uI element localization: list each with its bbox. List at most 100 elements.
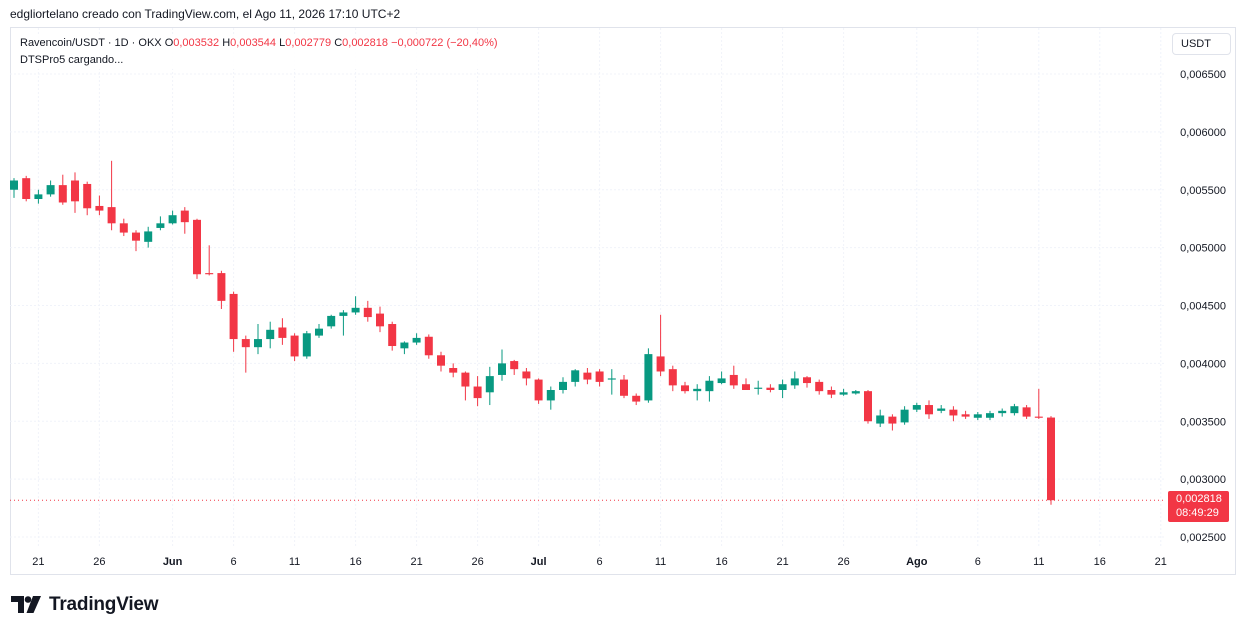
candle <box>363 300 372 322</box>
candle-body <box>132 232 140 241</box>
candle-body <box>925 405 933 415</box>
time-tick-label: 21 <box>32 556 44 568</box>
countdown-timer: 08:49:29 <box>1176 507 1219 519</box>
candle-body <box>302 333 311 357</box>
candle-body <box>217 273 226 301</box>
price-tick-label: 0,005500 <box>1180 185 1226 197</box>
candle-body <box>510 361 519 370</box>
currency-button[interactable]: USDT <box>1172 33 1231 55</box>
symbol-label[interactable]: Ravencoin/USDT · 1D · OKX <box>20 37 162 49</box>
candle <box>766 384 775 393</box>
candle-body <box>473 386 482 399</box>
price-tick-label: 0,003000 <box>1180 474 1226 486</box>
candle-body <box>827 389 836 395</box>
candle-body <box>363 307 372 318</box>
candle-body <box>754 387 763 389</box>
time-tick-label: 21 <box>410 556 422 568</box>
time-tick-label: 21 <box>776 556 788 568</box>
candle-body <box>839 392 848 395</box>
candle <box>583 368 592 385</box>
time-tick-label: 26 <box>93 556 105 568</box>
candle <box>900 406 909 425</box>
chart-caption: edgliortelano creado con TradingView.com… <box>10 7 401 21</box>
low-value: 0,002779 <box>285 37 332 49</box>
candle-body <box>656 356 665 372</box>
candle-body <box>559 381 567 390</box>
candle <box>71 172 79 213</box>
candle-body <box>681 385 689 392</box>
candles <box>10 160 1055 505</box>
candle <box>912 402 921 412</box>
candle-body <box>107 207 116 224</box>
change-value: −0,000722 (−20,40%) <box>391 37 498 49</box>
chart-frame[interactable] <box>10 27 1236 575</box>
candle-body <box>986 413 994 418</box>
high-value: 0,003544 <box>230 37 277 49</box>
candle-body <box>876 415 885 424</box>
candle-body <box>95 205 104 211</box>
candle <box>437 351 445 372</box>
candle <box>193 218 201 279</box>
candle-body <box>71 180 79 202</box>
candle-body <box>705 380 714 392</box>
candle <box>632 393 641 406</box>
candle <box>681 381 689 394</box>
price-tick-label: 0,004000 <box>1180 358 1226 370</box>
candle <box>949 406 958 422</box>
candle <box>973 411 982 421</box>
candle-body <box>534 379 543 401</box>
candle-body <box>412 337 421 343</box>
candle-body <box>498 363 506 375</box>
last-price-tag: 0,002818 08:49:29 <box>1168 491 1229 522</box>
candle <box>815 379 824 395</box>
candle-body <box>449 368 458 373</box>
legend: Ravencoin/USDT · 1D · OKX O0,003532 H0,0… <box>18 35 500 69</box>
candle-body <box>315 328 323 336</box>
candle-body <box>327 315 336 327</box>
candle-body <box>351 307 360 313</box>
candle-body <box>607 378 616 380</box>
candle <box>119 218 128 237</box>
candle <box>229 291 238 352</box>
candle <box>888 414 897 431</box>
candle <box>864 389 872 424</box>
candle-body <box>254 339 262 348</box>
time-tick-label: 11 <box>289 556 300 568</box>
candle <box>22 175 31 202</box>
candle-body <box>180 210 189 223</box>
indicator-status[interactable]: DTSPro5 cargando... <box>20 54 124 66</box>
time-tick-label: 16 <box>715 556 727 568</box>
candle <box>290 333 299 362</box>
candle <box>1022 405 1031 419</box>
candle <box>351 296 360 315</box>
candle <box>754 380 763 395</box>
price-tick-label: 0,006500 <box>1180 69 1226 81</box>
candle <box>473 376 482 407</box>
candle <box>180 207 189 234</box>
candle-body <box>461 372 470 387</box>
candle <box>144 226 153 248</box>
candle <box>510 359 519 375</box>
candle-body <box>34 194 43 200</box>
candle-body <box>864 391 872 422</box>
candle <box>327 314 336 329</box>
time-tick-label: Jun <box>163 556 183 568</box>
price-tick-label: 0,002500 <box>1180 532 1226 544</box>
tradingview-logo[interactable]: TradingView <box>11 593 159 617</box>
candle <box>790 371 799 389</box>
candle <box>998 408 1007 417</box>
close-key: C <box>334 37 343 49</box>
time-tick-label: 16 <box>1094 556 1106 568</box>
candle-body <box>119 223 128 233</box>
candle <box>156 216 165 231</box>
candle-body <box>229 293 238 340</box>
candle-body <box>583 372 592 380</box>
candle-body <box>595 371 604 382</box>
candle-body <box>815 381 824 392</box>
candle-body <box>1047 417 1055 501</box>
candle-body <box>424 336 433 356</box>
candle-body <box>949 409 958 416</box>
candle-body <box>803 377 811 384</box>
candle-body <box>668 369 677 386</box>
